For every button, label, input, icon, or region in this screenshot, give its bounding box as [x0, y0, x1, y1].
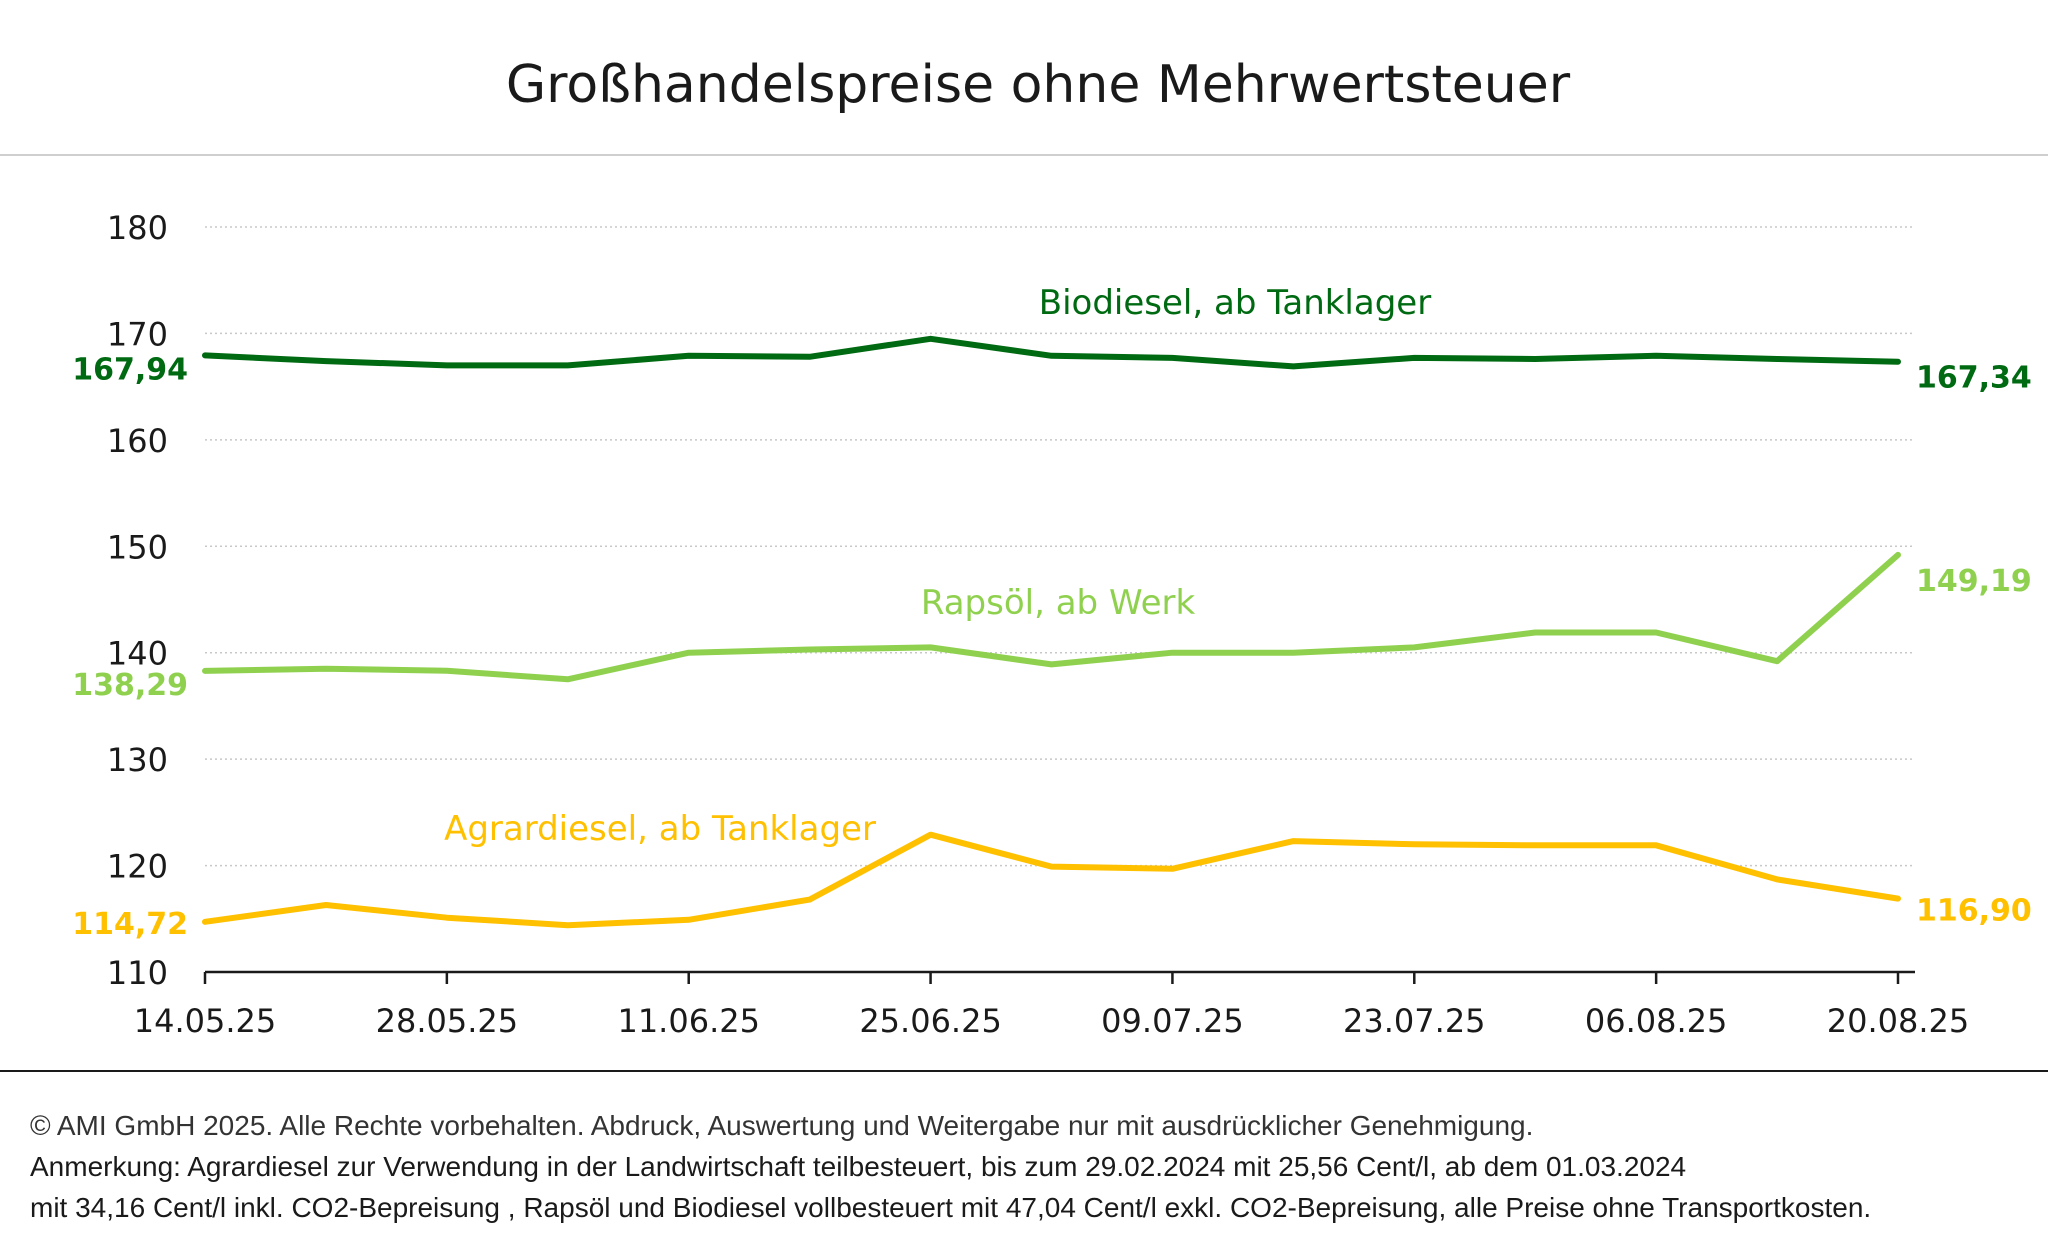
y-tick-label: 150: [107, 528, 168, 566]
data-point: [807, 354, 813, 360]
data-point: [1532, 842, 1538, 848]
data-point: [1895, 359, 1901, 365]
data-point: [202, 668, 208, 674]
data-point: [1774, 876, 1780, 882]
series-group: [202, 335, 1901, 929]
data-point: [1532, 356, 1538, 362]
end-value-label: 167,34: [1916, 361, 2032, 396]
data-point: [1290, 363, 1296, 369]
start-value-label: 138,29: [72, 668, 188, 703]
data-point: [1411, 644, 1417, 650]
data-point: [444, 668, 450, 674]
data-point: [1049, 864, 1055, 870]
footnote-line-1: Anmerkung: Agrardiesel zur Verwendung in…: [30, 1151, 1687, 1182]
data-point: [1290, 838, 1296, 844]
series-label-rapsöl: Rapsöl, ab Werk: [921, 583, 1196, 623]
y-tick-label: 170: [107, 315, 168, 353]
data-point: [1774, 658, 1780, 664]
x-tick-label: 14.05.25: [134, 1002, 277, 1040]
data-point: [686, 650, 692, 656]
data-point: [1895, 896, 1901, 902]
data-point: [1653, 629, 1659, 635]
data-point: [1653, 353, 1659, 359]
data-point: [928, 644, 934, 650]
x-tick-label: 11.06.25: [617, 1002, 760, 1040]
data-point: [1653, 842, 1659, 848]
data-point: [323, 902, 329, 908]
footnote-line-2: mit 34,16 Cent/l inkl. CO2-Bepreisung , …: [30, 1192, 1872, 1223]
data-point: [1049, 353, 1055, 359]
end-value-label: 149,19: [1916, 564, 2032, 599]
x-tick-label: 09.07.25: [1101, 1002, 1244, 1040]
x-tick-label: 06.08.25: [1585, 1002, 1728, 1040]
data-point: [1169, 866, 1175, 872]
data-point: [928, 832, 934, 838]
footer: © AMI GmbH 2025. Alle Rechte vorbehalten…: [30, 1105, 2020, 1228]
start-value-label: 167,94: [72, 352, 188, 387]
data-point: [323, 358, 329, 364]
y-tick-label: 120: [107, 848, 168, 886]
x-axis: 14.05.25 28.05.25 11.06.25 25.06.25 09.07.25…: [134, 970, 1970, 1040]
data-point: [323, 666, 329, 672]
series-line-rapsöl: [202, 551, 1901, 683]
x-tick-label: 28.05.25: [376, 1002, 519, 1040]
data-labels: Biodiesel, ab Tanklager 167,94 167,34 Rapsö…: [72, 283, 2032, 942]
series-label-agrardiesel: Agrardiesel, ab Tanklager: [444, 809, 876, 849]
data-point: [202, 352, 208, 358]
copyright-notice: © AMI GmbH 2025. Alle Rechte vorbehalten…: [30, 1110, 1534, 1141]
data-point: [1169, 355, 1175, 361]
series-label-biodiesel: Biodiesel, ab Tanklager: [1039, 283, 1431, 323]
data-point: [807, 897, 813, 903]
x-tick-label: 25.06.25: [859, 1002, 1002, 1040]
gridlines: [205, 226, 1915, 867]
data-point: [565, 922, 571, 928]
data-point: [1774, 356, 1780, 362]
data-point: [1411, 841, 1417, 847]
end-value-label: 116,90: [1916, 894, 2032, 929]
data-point: [1411, 355, 1417, 361]
data-point: [202, 919, 208, 925]
series-line-agrardiesel: [202, 831, 1901, 929]
data-point: [686, 917, 692, 923]
data-point: [807, 647, 813, 653]
data-point: [928, 336, 934, 342]
data-point: [565, 676, 571, 682]
data-point: [1532, 629, 1538, 635]
y-tick-label: 110: [107, 954, 168, 992]
series-line-biodiesel: [202, 335, 1901, 370]
data-point: [1169, 650, 1175, 656]
data-point: [686, 353, 692, 359]
x-tick-label: 20.08.25: [1827, 1002, 1970, 1040]
data-point: [565, 362, 571, 368]
start-value-label: 114,72: [72, 907, 188, 942]
data-point: [444, 362, 450, 368]
y-tick-label: 140: [107, 635, 168, 673]
y-tick-label: 130: [107, 741, 168, 779]
data-point: [1895, 552, 1901, 558]
y-tick-label: 160: [107, 422, 168, 460]
chart-title: Großhandelspreise ohne Mehrwertsteuer: [506, 55, 1571, 115]
y-tick-label: 180: [107, 209, 168, 247]
x-tick-label: 23.07.25: [1343, 1002, 1486, 1040]
data-point: [1290, 650, 1296, 656]
data-point: [1049, 661, 1055, 667]
data-point: [444, 915, 450, 921]
y-axis: 110 120 130 140 150 160 170 180: [107, 209, 168, 992]
